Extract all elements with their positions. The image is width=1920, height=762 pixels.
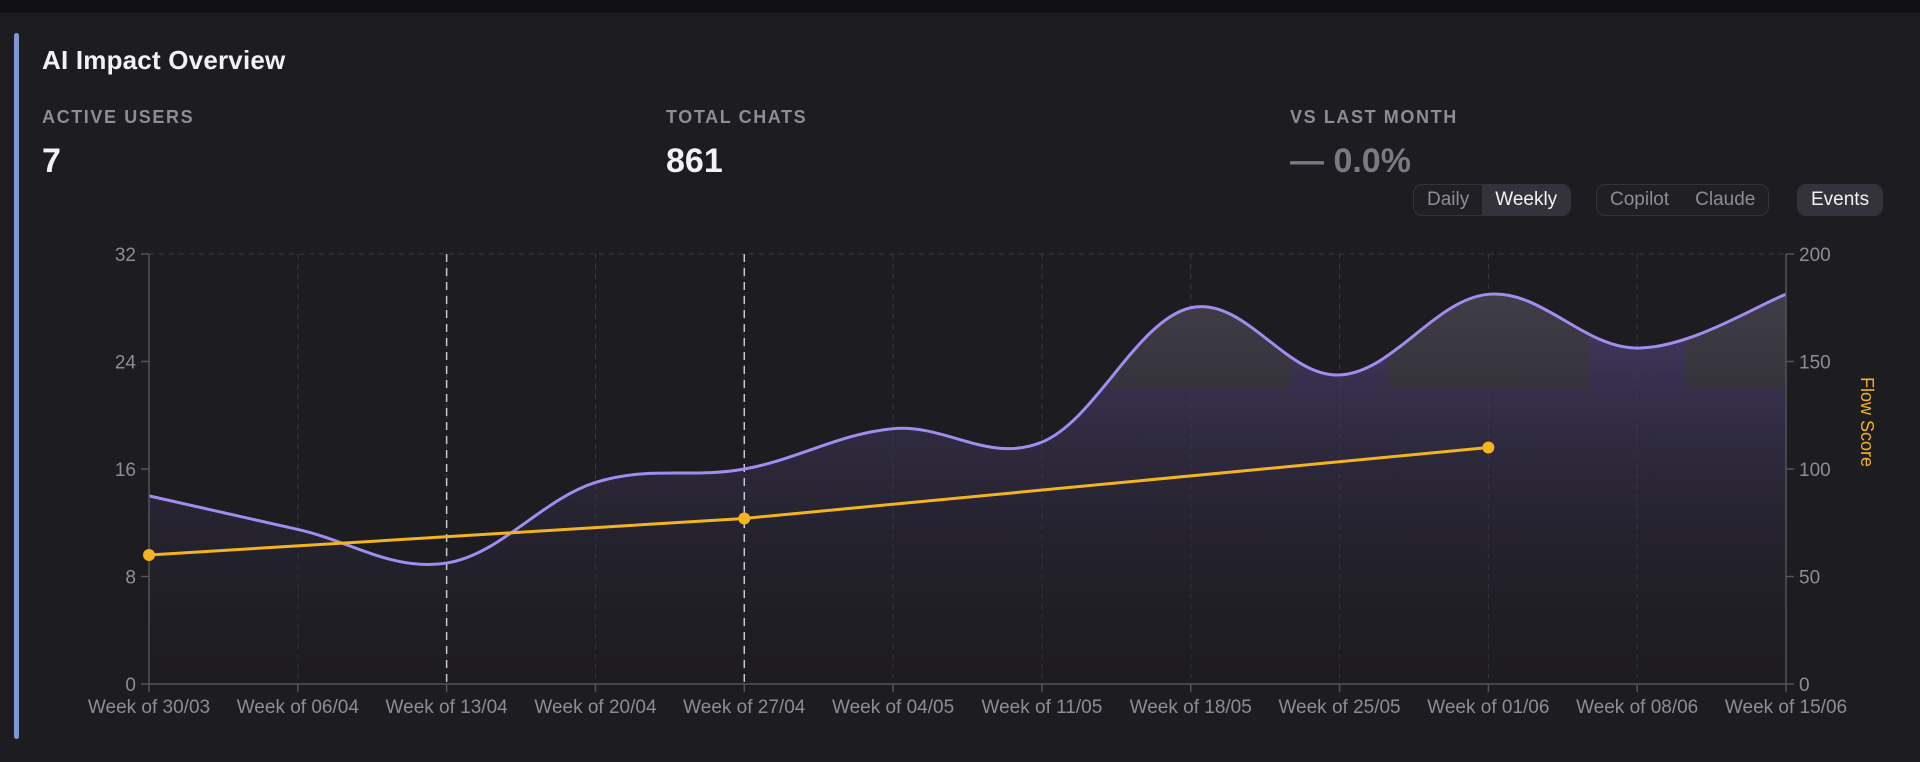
events-toggle: Events [1797,184,1884,216]
flow-score-point [1482,441,1495,454]
weekly-button[interactable]: Weekly [1482,185,1571,215]
events-button[interactable]: Events [1798,185,1883,215]
stat-label: ACTIVE USERS [42,107,195,127]
stat-label: TOTAL CHATS [666,107,808,127]
y-left-tick-label: 16 [115,460,136,481]
stat-total-chats: TOTAL CHATS 861 [666,107,807,181]
x-tick-label: Week of 27/04 [683,697,806,718]
top-strip [0,0,1920,13]
source-toggle: Copilot Claude [1596,184,1770,216]
x-tick-label: Week of 06/04 [237,697,360,718]
y-right-tick-label: 150 [1799,353,1831,374]
x-tick-label: Week of 15/06 [1725,697,1847,718]
y-right-tick-label: 0 [1799,675,1810,696]
stat-value: — 0.0% [1290,142,1411,180]
stat-active-users: ACTIVE USERS 7 [42,107,194,181]
y-right-axis-title: Flow Score [1857,377,1877,467]
granularity-toggle: Daily Weekly [1413,184,1572,216]
stat-label: VS LAST MONTH [1290,107,1458,127]
x-tick-label: Week of 04/05 [832,697,954,718]
x-tick-label: Week of 01/06 [1427,697,1549,718]
y-left-tick-label: 24 [115,353,137,374]
x-tick-label: Week of 18/05 [1130,697,1252,718]
x-tick-label: Week of 20/04 [534,697,657,718]
flow-score-point [738,512,751,525]
x-tick-label: Week of 25/05 [1278,697,1400,718]
card-accent-bar [14,33,19,739]
stat-vs-last-month: VS LAST MONTH — 0.0% [1290,107,1458,181]
x-tick-label: Week of 11/05 [982,697,1103,718]
y-right-tick-label: 50 [1799,568,1820,589]
flow-score-point [143,549,155,561]
card-title: AI Impact Overview [42,45,286,75]
stat-value: 7 [42,142,61,180]
chats-line [148,292,1787,566]
x-tick-label: Week of 13/04 [386,697,509,718]
y-left-tick-label: 32 [115,245,136,266]
y-right-tick-label: 200 [1799,245,1831,266]
chats-area [149,294,1786,684]
copilot-button[interactable]: Copilot [1597,185,1682,215]
y-left-tick-label: 0 [125,675,136,696]
x-tick-label: Week of 30/03 [88,697,210,718]
daily-button[interactable]: Daily [1414,185,1482,215]
claude-button[interactable]: Claude [1682,185,1768,215]
x-tick-label: Week of 08/06 [1576,697,1698,718]
y-right-tick-label: 100 [1799,460,1831,481]
y-left-tick-label: 8 [125,568,136,589]
stat-value: 861 [666,142,723,180]
